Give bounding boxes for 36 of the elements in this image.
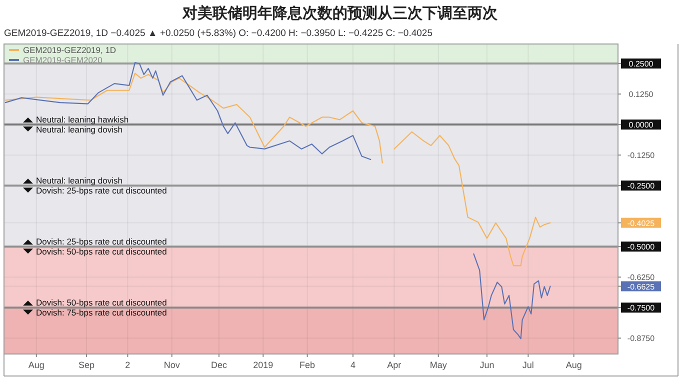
- annotation: Dovish: 50-bps rate cut discounted: [36, 246, 168, 257]
- y-tick-label: 0.2500: [628, 60, 654, 69]
- y-tick-label: 0.0000: [628, 120, 654, 130]
- annotation: Dovish: 50-bps rate cut discounted: [36, 298, 168, 308]
- x-tick-label: Jun: [480, 360, 494, 370]
- y-tick-label: -0.2500: [627, 182, 656, 191]
- y-tick-label: -0.5000: [627, 242, 656, 252]
- y-tick-label: -0.4025: [627, 218, 656, 228]
- x-tick-label: Jul: [522, 360, 534, 370]
- x-tick-label: 4: [350, 360, 356, 370]
- x-tick-label: Aug: [28, 360, 44, 370]
- x-tick-label: Dec: [210, 360, 228, 370]
- x-tick-label: 2019: [253, 360, 274, 370]
- annotation: Neutral: leaning hawkish: [36, 114, 129, 125]
- y-tick-label: -0.6625: [627, 282, 656, 292]
- x-tick-label: Aug: [566, 360, 582, 370]
- chart-subtitle: GEM2019-GEZ2019, 1D −0.4025 ▲ +0.0250 (+5.83%) O: −0.4200 H: −0.3950 L: −0.4225 C: −0.4025: [4, 28, 432, 39]
- annotation: Neutral: leaning dovish: [36, 124, 123, 135]
- x-tick-label: May: [430, 360, 448, 370]
- x-tick-label: Feb: [300, 360, 316, 370]
- annotation: Neutral: leaning dovish: [36, 176, 123, 186]
- y-tick-label: -0.8750: [627, 334, 656, 344]
- annotation: Dovish: 25-bps rate cut discounted: [36, 236, 168, 247]
- x-tick-label: Apr: [387, 360, 402, 370]
- annotation: Dovish: 75-bps rate cut discounted: [36, 308, 168, 318]
- legend-label: GEM2019-GEZ2019, 1D: [23, 45, 116, 55]
- x-tick-label: 2: [125, 360, 130, 370]
- x-tick-label: Nov: [164, 360, 180, 370]
- y-tick-label: -0.1250: [627, 151, 656, 160]
- annotation: Dovish: 25-bps rate cut discounted: [36, 186, 168, 196]
- y-tick-label: -0.7500: [627, 304, 656, 313]
- y-tick-label: -0.6250: [627, 273, 656, 282]
- legend-label: GEM2019-GEM2020: [23, 55, 103, 65]
- x-tick-label: Sep: [78, 360, 94, 370]
- y-tick-label: 0.1250: [628, 90, 654, 100]
- chart-title: 对美联储明年降息次数的预测从三次下调至两次: [182, 4, 498, 22]
